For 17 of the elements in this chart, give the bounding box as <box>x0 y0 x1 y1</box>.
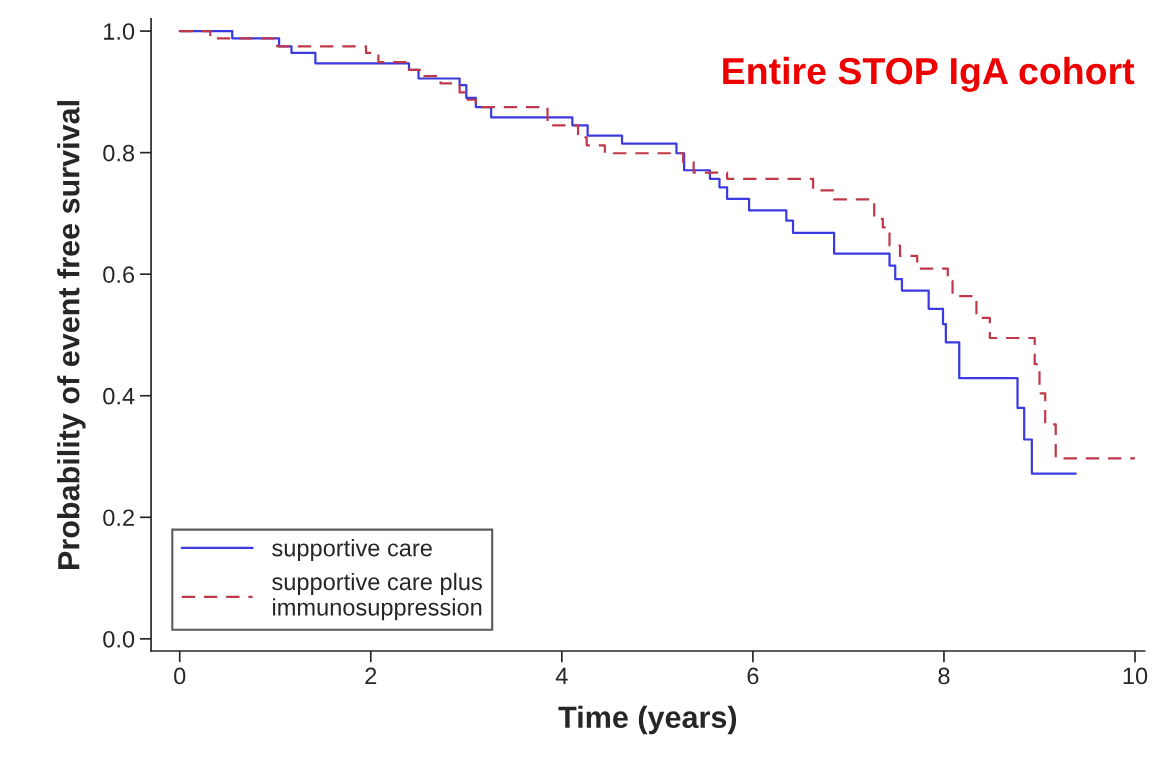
x-tick-label: 0 <box>174 667 186 685</box>
legend-label: supportive care plus immunosuppression <box>272 572 482 621</box>
x-tick-label: 6 <box>747 667 759 685</box>
y-tick-label: 0.8 <box>103 144 135 162</box>
y-tick-label: 1.0 <box>104 23 135 40</box>
y-tick-label: 0.4 <box>103 387 135 405</box>
y-axis-title: Probability of event free survival <box>57 101 86 569</box>
annotation: Entire STOP IgA cohort <box>723 56 1135 92</box>
x-axis-title: Time (years) <box>558 705 737 735</box>
x-tick-label: 4 <box>555 667 568 685</box>
legend-label: supportive care <box>272 539 432 562</box>
y-tick-label: 0.0 <box>103 630 135 648</box>
x-tick-label: 2 <box>365 667 377 685</box>
x-tick-label: 8 <box>938 667 950 685</box>
x-tick-label: 10 <box>1123 667 1148 685</box>
y-tick-label: 0.2 <box>103 509 134 527</box>
y-tick-label: 0.6 <box>103 266 135 283</box>
